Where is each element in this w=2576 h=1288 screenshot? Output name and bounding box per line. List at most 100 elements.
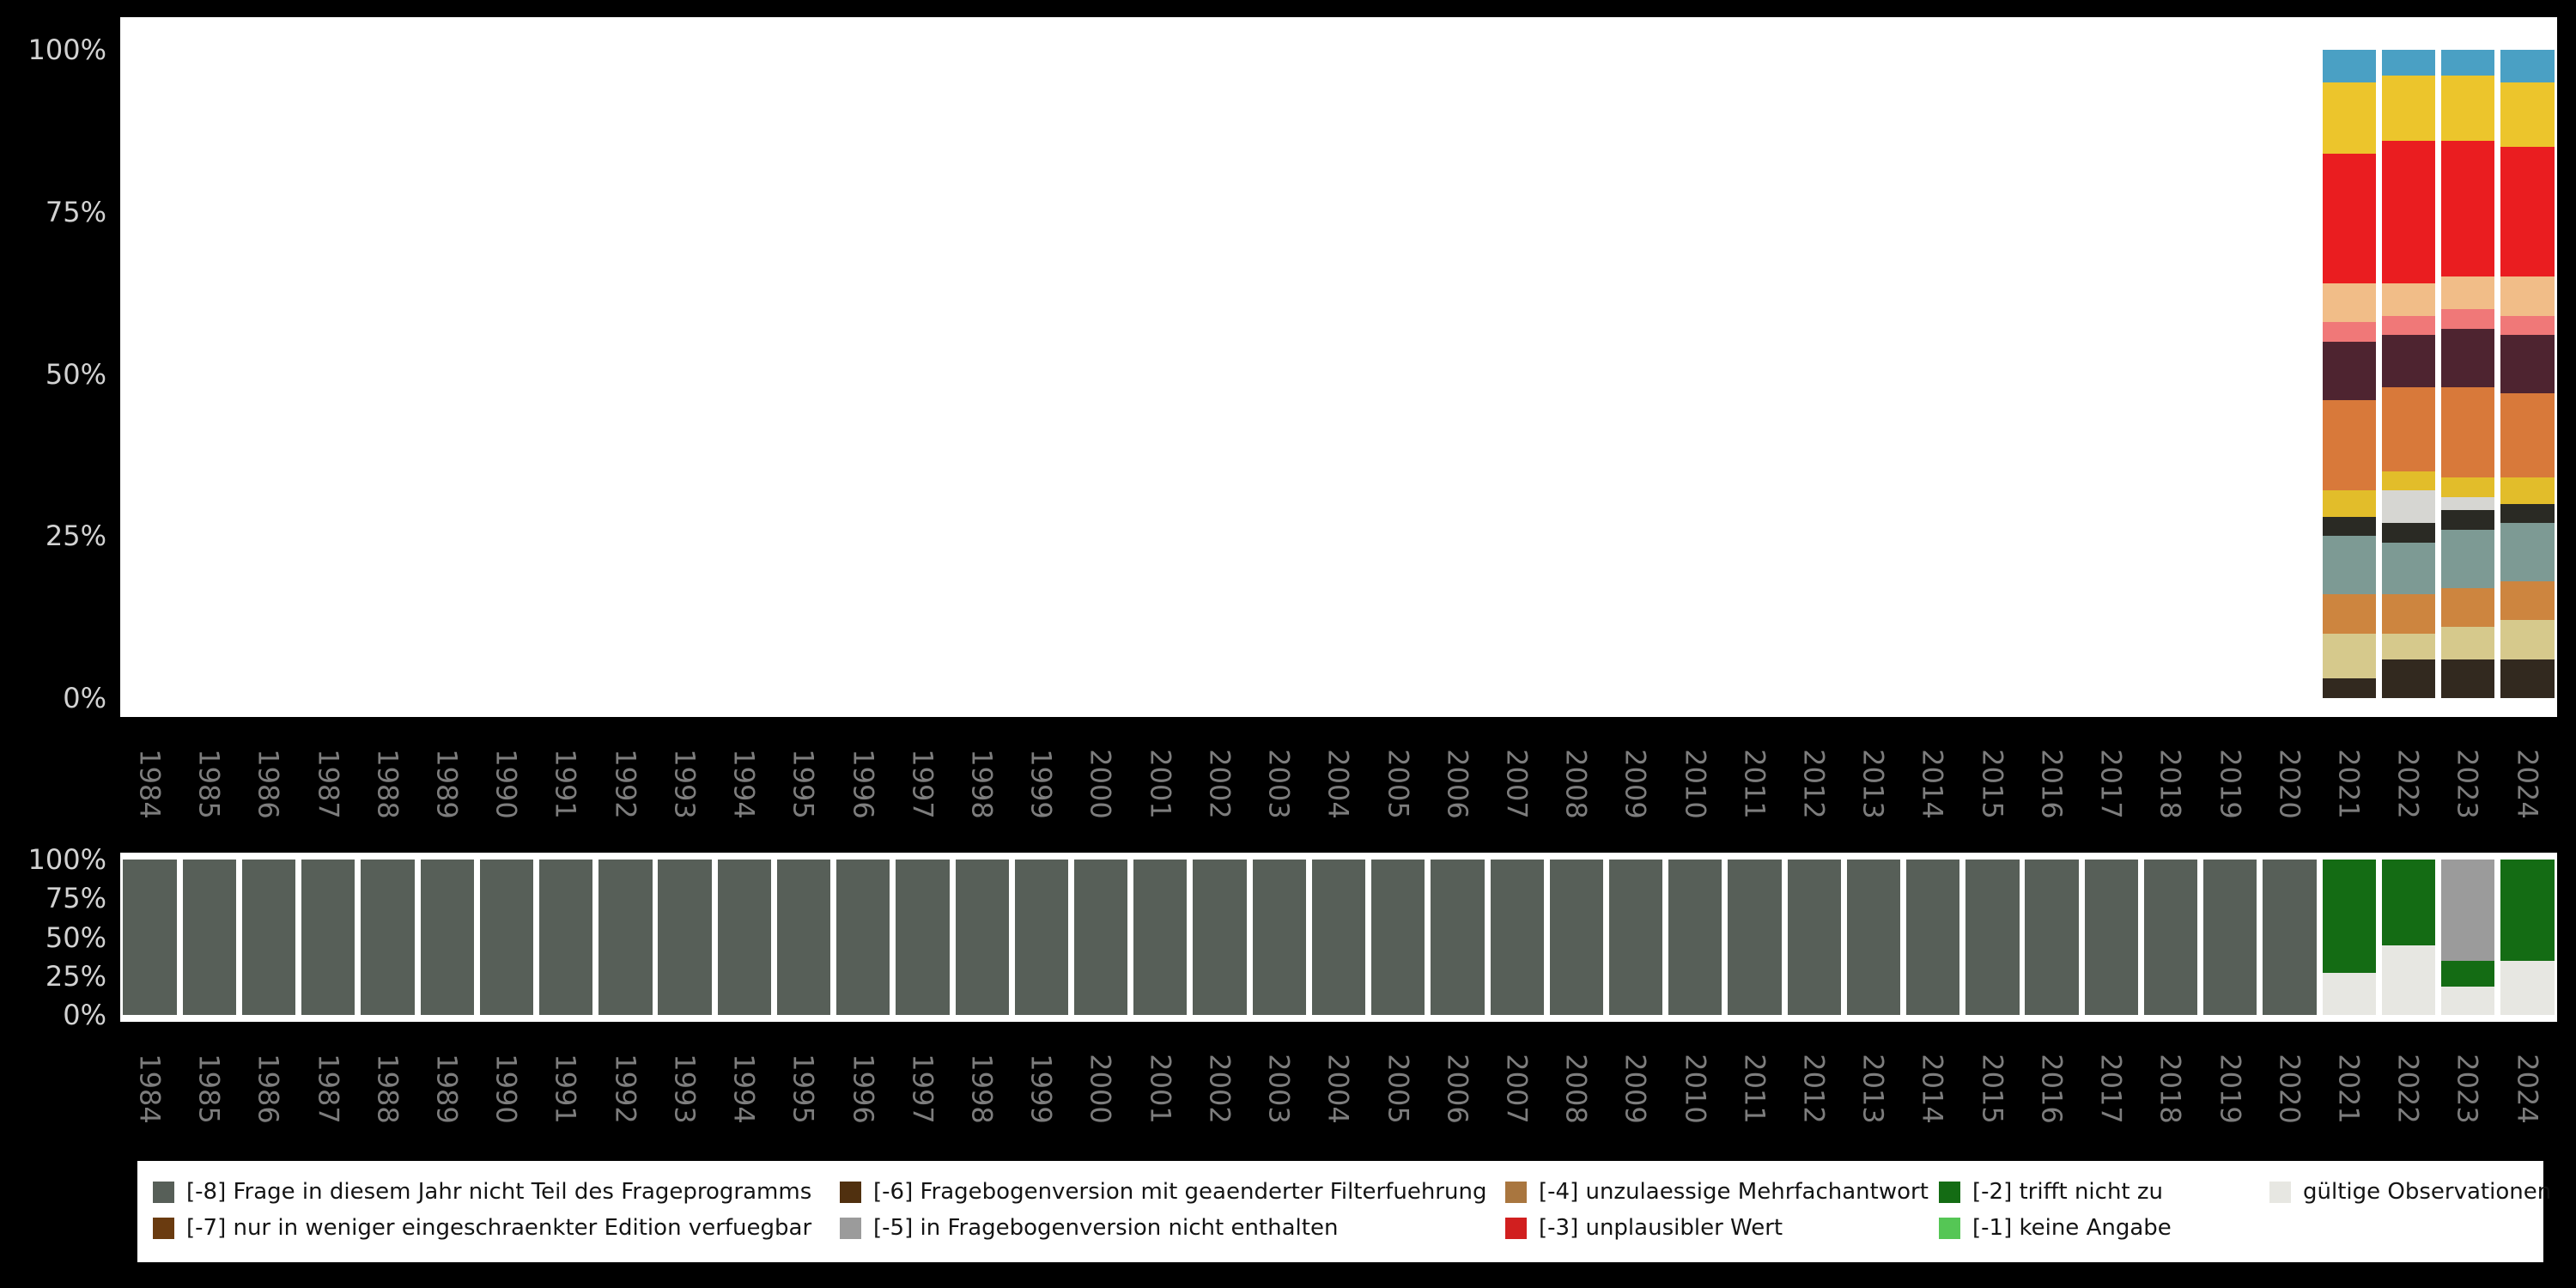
bar-1992	[598, 50, 652, 698]
bar-2012	[1788, 50, 1841, 698]
bar-2022	[2381, 860, 2436, 1015]
x-tick-label: 2023	[2451, 1054, 2485, 1124]
bar-2016	[2025, 50, 2078, 698]
x-tick-label: 1992	[609, 749, 642, 819]
segment-gueltige-observationen	[2322, 973, 2376, 1015]
x-tick-label: 1985	[192, 749, 226, 819]
bar-2022	[2381, 50, 2436, 698]
x-tick-label: 2012	[1797, 1054, 1831, 1124]
segment-salmon	[2381, 315, 2436, 336]
segment-missing-8-nicht-teil-des-frageprogramms	[1490, 860, 1544, 1015]
legend-swatch	[1505, 1217, 1527, 1239]
segment-missing-8-nicht-teil-des-frageprogramms	[658, 860, 712, 1015]
segment-gueltige-observationen	[2441, 987, 2495, 1015]
bar-1991	[539, 50, 592, 698]
segment-missing-8-nicht-teil-des-frageprogramms	[182, 860, 236, 1015]
categories-plot-area	[120, 17, 2557, 717]
bar-2020	[2263, 50, 2316, 698]
x-tick-label: 2020	[2273, 749, 2306, 819]
segment-missing-8-nicht-teil-des-frageprogramms	[1549, 860, 1604, 1015]
x-tick-label: 2021	[2332, 1054, 2366, 1124]
segment-gueltige-observationen	[2381, 945, 2436, 1015]
segment-missing-2-trifft-nicht-zu	[2441, 960, 2495, 987]
categories-chart: 100% 75% 50% 25% 0% 1984 1985 1986 1987 1988 1989…	[0, 17, 2576, 819]
missings-plot-area	[120, 853, 2557, 1022]
bar-2010	[1668, 860, 1722, 1015]
segment-missing-8-nicht-teil-des-frageprogramms	[2025, 860, 2079, 1015]
x-tick-label: 2002	[1203, 749, 1236, 819]
bar-2021	[2322, 50, 2376, 698]
bar-2013	[1846, 860, 1901, 1015]
segment-red	[2381, 140, 2436, 283]
legend-grid: [-8] Frage in diesem Jahr nicht Teil des…	[137, 1161, 2551, 1259]
segment-brown-orange	[2500, 581, 2555, 621]
y-tick-label: 75%	[45, 195, 106, 228]
segment-yellow	[2500, 82, 2555, 148]
x-tick-label: 1994	[727, 749, 761, 819]
segment-peach	[2381, 283, 2436, 316]
legend-label: [-4] unzulaessige Mehrfachantwort	[1539, 1179, 1929, 1205]
bar-2002	[1193, 860, 1247, 1015]
bar-2002	[1193, 50, 1246, 698]
bar-2021	[2322, 860, 2376, 1015]
x-tick-label: 2003	[1262, 749, 1296, 819]
x-tick-label: 2022	[2391, 1054, 2425, 1124]
x-tick-label: 2017	[2094, 749, 2128, 819]
segment-missing-8-nicht-teil-des-frageprogramms	[1371, 860, 1425, 1015]
x-tick-label: 2009	[1619, 749, 1653, 819]
categories-bars	[120, 50, 2557, 698]
x-tick-label: 1997	[906, 749, 939, 819]
bar-1997	[896, 50, 949, 698]
x-tick-label: 2005	[1382, 749, 1415, 819]
bar-1999	[1015, 50, 1068, 698]
x-tick-label: 2022	[2391, 749, 2425, 819]
bar-1990	[479, 860, 534, 1015]
y-tick-label: 25%	[45, 519, 106, 553]
missings-chart: 100% 75% 50% 25% 0% 1984 1985 1986 1987 1988 1989…	[0, 843, 2576, 1124]
segment-missing-8-nicht-teil-des-frageprogramms	[2203, 860, 2257, 1015]
x-tick-label: 1991	[550, 1054, 583, 1124]
legend-label: [-8] Frage in diesem Jahr nicht Teil des…	[186, 1179, 812, 1205]
x-tick-label: 2016	[2035, 1054, 2069, 1124]
y-tick-label: 50%	[45, 920, 106, 954]
bar-1995	[777, 50, 830, 698]
segment-missing-8-nicht-teil-des-frageprogramms	[241, 860, 296, 1015]
segment-orange	[2500, 393, 2555, 478]
bar-2004	[1312, 50, 1365, 698]
x-tick-label: 2000	[1084, 749, 1118, 819]
bar-2004	[1311, 860, 1366, 1015]
x-tick-label: 1999	[1024, 1054, 1058, 1124]
bar-1988	[361, 860, 415, 1015]
segment-brown-orange	[2381, 594, 2436, 634]
bar-1989	[421, 50, 474, 698]
segment-brown-orange	[2441, 587, 2495, 627]
bar-1998	[956, 50, 1009, 698]
x-tick-label: 2019	[2214, 1054, 2247, 1124]
x-tick-label: 1986	[252, 749, 286, 819]
segment-yellow-2	[2441, 477, 2495, 497]
categories-x-axis: 1984 1985 1986 1987 1988 1989 1990 1991 1992 1993…	[120, 717, 2557, 846]
legend-swatch	[840, 1217, 861, 1239]
legend: [-8] Frage in diesem Jahr nicht Teil des…	[137, 1161, 2551, 1262]
x-tick-label: 1987	[312, 1054, 345, 1124]
bar-2006	[1431, 50, 1484, 698]
missings-bars	[120, 860, 2557, 1015]
segment-peach	[2441, 276, 2495, 309]
bar-2019	[2203, 50, 2257, 698]
bar-1998	[955, 860, 1009, 1015]
segment-yellow-2	[2381, 471, 2436, 491]
x-tick-label: 2013	[1856, 1054, 1890, 1124]
x-tick-label: 1990	[489, 749, 523, 819]
bar-2007	[1491, 50, 1544, 698]
segment-light-gray	[2381, 490, 2436, 524]
segment-red	[2322, 153, 2376, 283]
bar-1999	[1014, 860, 1069, 1015]
x-tick-label: 2015	[1976, 749, 2009, 819]
x-tick-label: 2018	[2154, 749, 2188, 819]
segment-missing-8-nicht-teil-des-frageprogramms	[1965, 860, 2020, 1015]
segment-missing-8-nicht-teil-des-frageprogramms	[420, 860, 474, 1015]
bar-2003	[1253, 50, 1306, 698]
bar-1994	[718, 50, 771, 698]
y-tick-label: 75%	[45, 882, 106, 915]
bar-2009	[1609, 50, 1662, 698]
